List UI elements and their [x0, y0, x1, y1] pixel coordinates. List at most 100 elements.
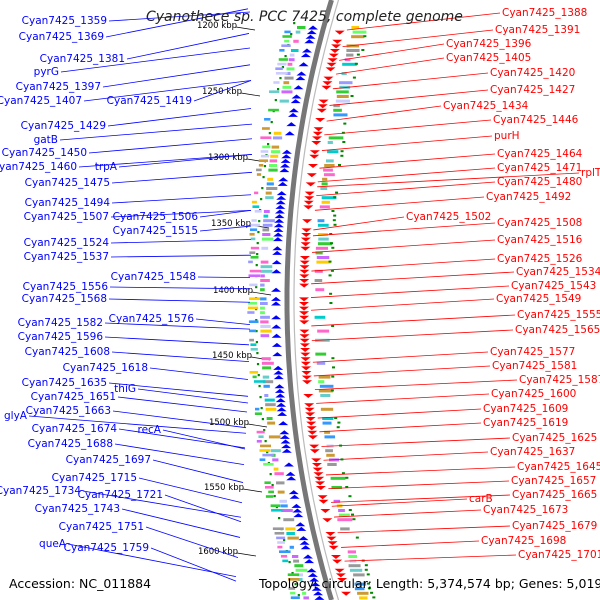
right-gene-label[interactable]: Cyan7425_1492 [486, 191, 571, 203]
left-gene-label[interactable]: Cyan7425_1556 [23, 281, 109, 293]
left-gene-label[interactable]: Cyan7425_1721 [78, 489, 163, 501]
left-gene-label[interactable]: Cyan7425_1715 [52, 472, 137, 484]
right-gene-label[interactable]: Cyan7425_1464 [497, 148, 583, 160]
left-gene-label[interactable]: Cyan7425_1582 [18, 317, 103, 329]
left-gene-label[interactable]: Cyan7425_1751 [59, 521, 144, 533]
feature-block [249, 228, 258, 231]
right-gene-label[interactable]: Cyan7425_1549 [496, 293, 581, 305]
left-gene-label[interactable]: thiG [114, 383, 136, 395]
left-gene-label[interactable]: Cyan7425_1359 [22, 15, 107, 27]
left-gene-label[interactable]: Cyan7425_1743 [35, 503, 120, 515]
left-gene-label[interactable]: Cyan7425_1596 [18, 331, 104, 343]
right-gene-label[interactable]: Cyan7425_1609 [483, 403, 568, 415]
right-gene-label[interactable]: Cyan7425_1673 [483, 504, 568, 516]
right-gene-label[interactable]: Cyan7425_1637 [490, 446, 575, 458]
right-gene-label[interactable]: Cyan7425_1391 [495, 24, 580, 36]
right-gene-label[interactable]: Cyan7425_1427 [490, 84, 575, 96]
gene-arrow-reverse [273, 223, 284, 228]
left-gene-label[interactable]: Cyan7425_1576 [109, 313, 195, 325]
feature-block [316, 361, 326, 365]
right-gene-label[interactable]: rplT [581, 167, 600, 179]
left-gene-label[interactable]: Cyan7425_1663 [26, 405, 111, 417]
right-gene-label[interactable]: purH [494, 130, 520, 142]
left-gene-label[interactable]: pyrG [34, 66, 59, 78]
left-gene-label[interactable]: Cyan7425_1524 [24, 237, 110, 249]
left-gene-label[interactable]: Cyan7425_1450 [2, 147, 87, 159]
right-gene-label[interactable]: Cyan7425_1446 [493, 114, 579, 126]
feature-block [327, 141, 333, 144]
right-gene-label[interactable]: Cyan7425_1434 [443, 100, 529, 112]
left-gene-label[interactable]: Cyan7425_1651 [31, 391, 116, 403]
left-gene-label[interactable]: Cyan7425_1475 [25, 177, 110, 189]
left-gene-label[interactable]: Cyan7425_1407 [0, 95, 82, 107]
gene-arrow-forward [327, 58, 338, 63]
left-gene-label[interactable]: Cyan7425_1608 [25, 346, 110, 358]
left-gene-label[interactable]: Cyan7425_1429 [21, 120, 106, 132]
left-gene-label[interactable]: Cyan7425_1494 [25, 197, 111, 209]
left-gene-label[interactable]: Cyan7425_1381 [40, 53, 125, 65]
left-gene-label[interactable]: Cyan7425_1369 [19, 31, 104, 43]
right-gene-label[interactable]: Cyan7425_1679 [512, 520, 597, 532]
feature-block [250, 246, 260, 250]
right-gene-label[interactable]: Cyan7425_1619 [483, 417, 568, 429]
right-gene-label[interactable]: Cyan7425_1405 [446, 52, 531, 64]
left-gene-label[interactable]: Cyan7425_1688 [28, 438, 113, 450]
scale-tick-label: 1200 kbp [197, 21, 237, 31]
left-gene-label[interactable]: Cyan7425_1397 [16, 81, 101, 93]
feature-block [274, 472, 284, 476]
left-gene-label[interactable]: Cyan7425_1635 [22, 377, 107, 389]
left-gene-label[interactable]: Cyan7425_1568 [22, 293, 107, 305]
left-gene-label[interactable]: Cyan7425_1734 [0, 485, 81, 497]
right-gene-label[interactable]: Cyan7425_1480 [497, 176, 582, 188]
left-gene-label[interactable]: Cyan7425_1460 [0, 161, 77, 173]
right-gene-label[interactable]: Cyan7425_1543 [511, 280, 596, 292]
left-gene-label[interactable]: Cyan7425_1697 [66, 454, 151, 466]
left-gene-label[interactable]: Cyan7425_1507 [24, 211, 109, 223]
right-gene-label[interactable]: Cyan7425_1420 [490, 67, 575, 79]
right-gene-label[interactable]: Cyan7425_1565 [515, 324, 600, 336]
left-gene-label[interactable]: queA [39, 538, 67, 550]
right-gene-label[interactable]: Cyan7425_1388 [502, 7, 587, 19]
left-gene-label[interactable]: Cyan7425_1548 [111, 271, 196, 283]
right-gene-label[interactable]: Cyan7425_1502 [406, 211, 491, 223]
left-gene-label[interactable]: glyA [4, 410, 28, 422]
right-gene-label[interactable]: Cyan7425_1698 [481, 535, 566, 547]
right-gene-label[interactable]: Cyan7425_1508 [497, 217, 582, 229]
left-gene-label[interactable]: Cyan7425_1419 [107, 95, 192, 107]
right-gene-label[interactable]: Cyan7425_1396 [446, 38, 532, 50]
right-gene-label[interactable]: Cyan7425_1526 [497, 253, 583, 265]
right-gene-label[interactable]: Cyan7425_1701 [518, 549, 600, 561]
right-gene-label[interactable]: Cyan7425_1581 [492, 360, 577, 372]
right-gene-label[interactable]: Cyan7425_1665 [512, 489, 597, 501]
left-gene-label[interactable]: Cyan7425_1674 [32, 423, 118, 435]
right-gene-label[interactable]: carB [469, 493, 493, 505]
left-gene-label[interactable]: Cyan7425_1515 [113, 225, 198, 237]
gene-arrow-reverse [272, 352, 283, 357]
left-leader-line [199, 210, 252, 218]
feature-tick [340, 150, 344, 153]
right-gene-label[interactable]: Cyan7425_1657 [511, 475, 596, 487]
left-gene-label[interactable]: Cyan7425_1506 [113, 211, 199, 223]
left-gene-label[interactable]: Cyan7425_1759 [64, 542, 149, 554]
right-gene-label[interactable]: Cyan7425_1625 [512, 432, 597, 444]
feature-block [260, 269, 273, 273]
right-gene-label[interactable]: Cyan7425_1645 [517, 461, 600, 473]
feature-block [302, 591, 307, 595]
right-gene-label[interactable]: Cyan7425_1471 [497, 162, 582, 174]
right-gene-label[interactable]: Cyan7425_1600 [491, 388, 576, 400]
feature-tick [342, 141, 346, 143]
right-gene-label[interactable]: Cyan7425_1577 [490, 346, 575, 358]
left-gene-label[interactable]: trpA [95, 161, 118, 173]
right-gene-label[interactable]: Cyan7425_1555 [517, 309, 600, 321]
feature-block [285, 527, 296, 531]
right-gene-label[interactable]: Cyan7425_1587 [519, 374, 600, 386]
feature-block [293, 39, 299, 43]
left-gene-label[interactable]: Cyan7425_1618 [63, 362, 148, 374]
left-gene-label[interactable]: Cyan7425_1537 [24, 251, 109, 263]
gene-arrow-reverse [288, 490, 299, 495]
left-leader-line [108, 298, 251, 303]
right-gene-label[interactable]: Cyan7425_1516 [497, 234, 583, 246]
left-gene-label[interactable]: recA [137, 424, 161, 436]
right-gene-label[interactable]: Cyan7425_1534 [516, 266, 600, 278]
left-gene-label[interactable]: gatB [34, 134, 58, 146]
